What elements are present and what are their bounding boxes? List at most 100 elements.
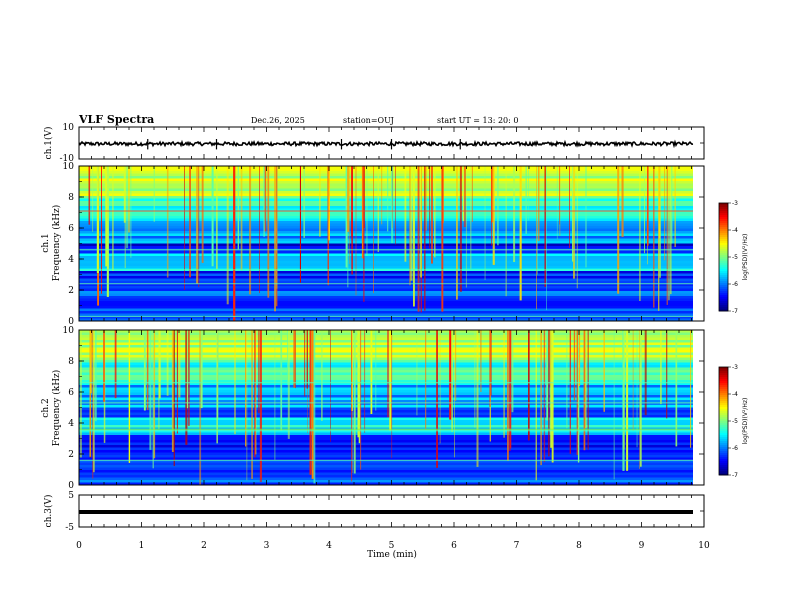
spectrogram-streak <box>653 166 655 308</box>
x-tick-label: 7 <box>514 541 520 551</box>
spectrogram-band <box>79 211 693 214</box>
colorbar-segment <box>719 397 728 400</box>
spectrogram-streak <box>572 166 574 262</box>
ch1-ytick-top: 10 <box>63 123 75 133</box>
spectrogram-streak <box>171 330 175 452</box>
spectrogram-band <box>79 176 693 179</box>
spectrogram-streak <box>573 330 576 401</box>
spectrogram-band <box>79 477 693 481</box>
colorbar-segment <box>719 423 728 426</box>
spectrogram-streak <box>153 166 155 222</box>
spectrogram-band <box>79 345 693 348</box>
spectrogram-streak <box>675 330 678 447</box>
spectrogram-streak <box>431 166 433 264</box>
spectrogram-streak <box>143 330 146 411</box>
colorbar-segment <box>719 209 728 212</box>
colorbar-tick-label: -7 <box>732 308 738 315</box>
spectrogram-streak <box>659 166 661 224</box>
x-tick-label: 1 <box>139 541 145 551</box>
spectrogram-band <box>79 206 693 209</box>
spectrogram-streak <box>391 330 393 459</box>
colorbar-segment <box>719 267 728 270</box>
spectrogram-streak <box>489 330 491 407</box>
spectrogram-streak <box>216 330 218 444</box>
spectrogram-streak <box>569 166 570 248</box>
spectrogram-streak <box>573 166 576 279</box>
y-tick-label: 4 <box>68 419 74 429</box>
ch3-ytick-top: 5 <box>68 491 74 501</box>
spectrogram-band <box>79 313 693 317</box>
spectrogram-band <box>79 362 693 366</box>
spectrogram-streak <box>216 166 218 269</box>
spectrogram-streak <box>306 330 308 389</box>
colorbar-segment <box>719 211 728 214</box>
spectrogram-band <box>79 457 693 461</box>
colorbar-segment <box>719 467 728 470</box>
spectrogram-streak <box>559 166 561 236</box>
spectrogram-streak <box>353 330 356 474</box>
spectrogram-streak <box>259 166 260 294</box>
colorbar-segment <box>719 453 728 456</box>
spectrogram-streak <box>660 330 662 405</box>
spectrogram-streak <box>439 330 441 444</box>
spectrogram-band <box>79 412 693 416</box>
spectrogram-streak <box>658 166 660 311</box>
spectrogram-streak <box>345 166 348 268</box>
date-label: Dec.26, 2025 <box>251 116 305 125</box>
spectrogram-streak <box>404 166 407 262</box>
spectrogram-streak <box>126 166 129 249</box>
spectrogram-streak <box>381 166 383 225</box>
spectrogram-streak <box>128 330 131 463</box>
colorbar-segment <box>719 405 728 408</box>
colorbar-segment <box>719 239 728 242</box>
spectrogram-streak <box>585 330 587 429</box>
colorbar-segment <box>719 427 728 430</box>
spectrogram-streak <box>503 330 505 438</box>
spectrogram-band <box>79 303 693 307</box>
spectrogram-band <box>79 372 693 376</box>
spectrogram-band <box>79 191 693 194</box>
spectrogram-streak <box>304 330 306 397</box>
colorbar-segment <box>719 437 728 440</box>
spectrogram-streak <box>543 330 546 462</box>
spectrogram-band <box>79 273 693 277</box>
colorbar-segment <box>719 297 728 300</box>
spectrogram-band <box>79 430 693 433</box>
colorbar-segment <box>719 421 728 424</box>
spectrogram-streak <box>166 330 169 396</box>
spectrogram-streak <box>387 166 389 232</box>
spectrogram-streak <box>377 166 379 252</box>
spectrogram-streak <box>451 330 453 432</box>
spectrogram-streak <box>546 330 549 421</box>
spectrogram-streak <box>330 330 331 442</box>
spectrogram-streak <box>311 330 314 479</box>
spectrogram-band <box>79 213 693 217</box>
spectrogram-streak <box>441 166 444 312</box>
figure-title: VLF Spectra <box>78 113 154 126</box>
spectrogram-band <box>79 166 693 169</box>
spectrogram-band <box>79 231 693 234</box>
spectrogram-streak <box>413 166 415 307</box>
spectrogram-band <box>79 236 693 239</box>
spectrogram-band <box>79 223 693 227</box>
ch3-ytick-bottom: -5 <box>65 523 74 533</box>
colorbar-segment <box>719 205 728 208</box>
spectrogram-band <box>79 462 693 466</box>
spectrogram-band <box>79 445 693 448</box>
spectrogram-streak <box>548 330 550 457</box>
colorbar-segment <box>719 409 728 412</box>
colorbar-tick-label: -7 <box>732 472 738 479</box>
colorbar-segment <box>719 231 728 234</box>
x-tick-label: 8 <box>576 541 582 551</box>
y-tick-label: 10 <box>63 162 75 172</box>
spectrogram-streak <box>471 166 473 222</box>
spectrogram-streak <box>89 330 91 457</box>
spectrogram-band <box>79 168 693 172</box>
colorbar-label: log(PSD)(V²/Hz) <box>742 398 749 445</box>
colorbar-segment <box>719 455 728 458</box>
spectrogram-streak <box>80 330 82 458</box>
spectrogram-streak <box>360 330 362 470</box>
spectrogram-band <box>79 301 693 304</box>
spectrogram-streak <box>551 330 554 463</box>
spectrogram-band <box>79 392 693 396</box>
